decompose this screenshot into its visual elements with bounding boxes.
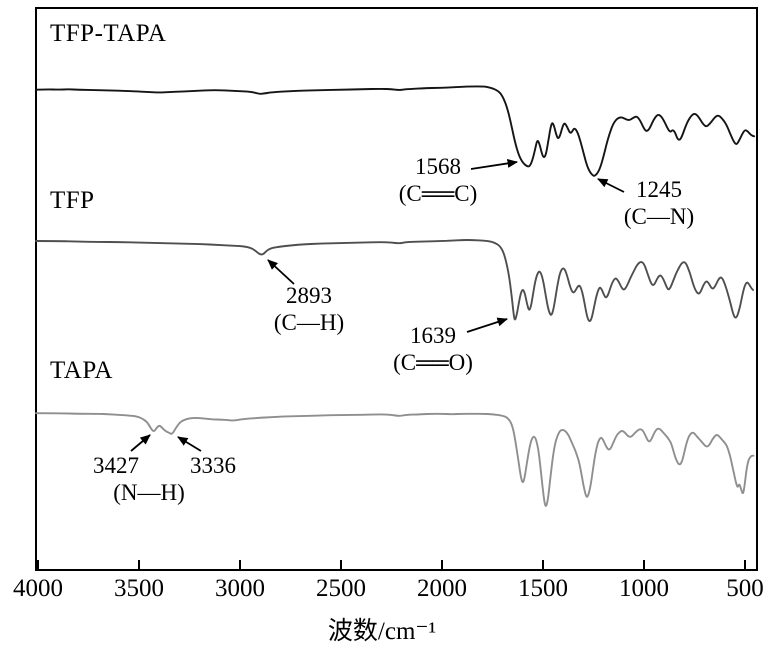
annotation-peak-value: 3427 [93, 453, 139, 478]
x-tick-label-2500: 2500 [316, 575, 366, 602]
annotation-arrow-1568 [470, 158, 518, 170]
annotation-peak-value: 1568 [415, 154, 461, 179]
x-tick-label-3500: 3500 [114, 575, 164, 602]
annotation-3427: 3427 [93, 452, 139, 479]
x-tick-label-4000: 4000 [13, 575, 63, 602]
series-label-tfp-tapa: TFP-TAPA [50, 20, 167, 47]
annotation-peak-value: 1639 [410, 323, 456, 348]
annotation-peak-value: 2893 [286, 283, 332, 308]
x-tick-label-500: 500 [726, 575, 764, 602]
series-label-tfp: TFP [50, 187, 95, 214]
annotation-bond-label: (C—H) [273, 310, 345, 335]
annotation-peak-value: 3336 [190, 453, 236, 478]
annotation-arrow-2893 [267, 259, 295, 285]
annotation-2893: 2893 (C—H) [274, 282, 344, 336]
x-axis-label: 波数/cm⁻¹ [327, 618, 437, 645]
annotation-3336: 3336 [190, 452, 236, 479]
x-tick-label-3000: 3000 [215, 575, 265, 602]
annotation-bond-label: (N—H) [113, 480, 185, 505]
annotation-arrow-3336 [177, 436, 202, 452]
plot-border [35, 7, 758, 571]
annotation-nh-bond: (N—H) [113, 479, 185, 506]
annotation-1639: 1639 (C══O) [393, 322, 473, 376]
annotation-peak-value: 1245 [636, 177, 682, 202]
annotation-arrow-3427 [130, 434, 151, 452]
x-tick-label-2000: 2000 [417, 575, 467, 602]
annotation-1245: 1245 (C—N) [624, 176, 694, 230]
series-label-tapa: TAPA [50, 357, 113, 384]
annotation-1568: 1568 (C══C) [399, 153, 478, 207]
annotation-bond-label: (C—N) [623, 204, 695, 229]
annotation-arrow-1639 [466, 317, 508, 333]
annotation-bond-label: (C══C) [398, 181, 478, 206]
spectrum-curve-tfp-tapa [35, 85, 756, 177]
spectrum-curve-tfp [35, 239, 755, 323]
x-tick-label-1000: 1000 [619, 575, 669, 602]
spectrum-curve-tapa [35, 412, 755, 507]
x-tick-label-1500: 1500 [518, 575, 568, 602]
annotation-bond-label: (C══O) [393, 350, 473, 375]
annotation-arrow-1245 [597, 178, 625, 193]
